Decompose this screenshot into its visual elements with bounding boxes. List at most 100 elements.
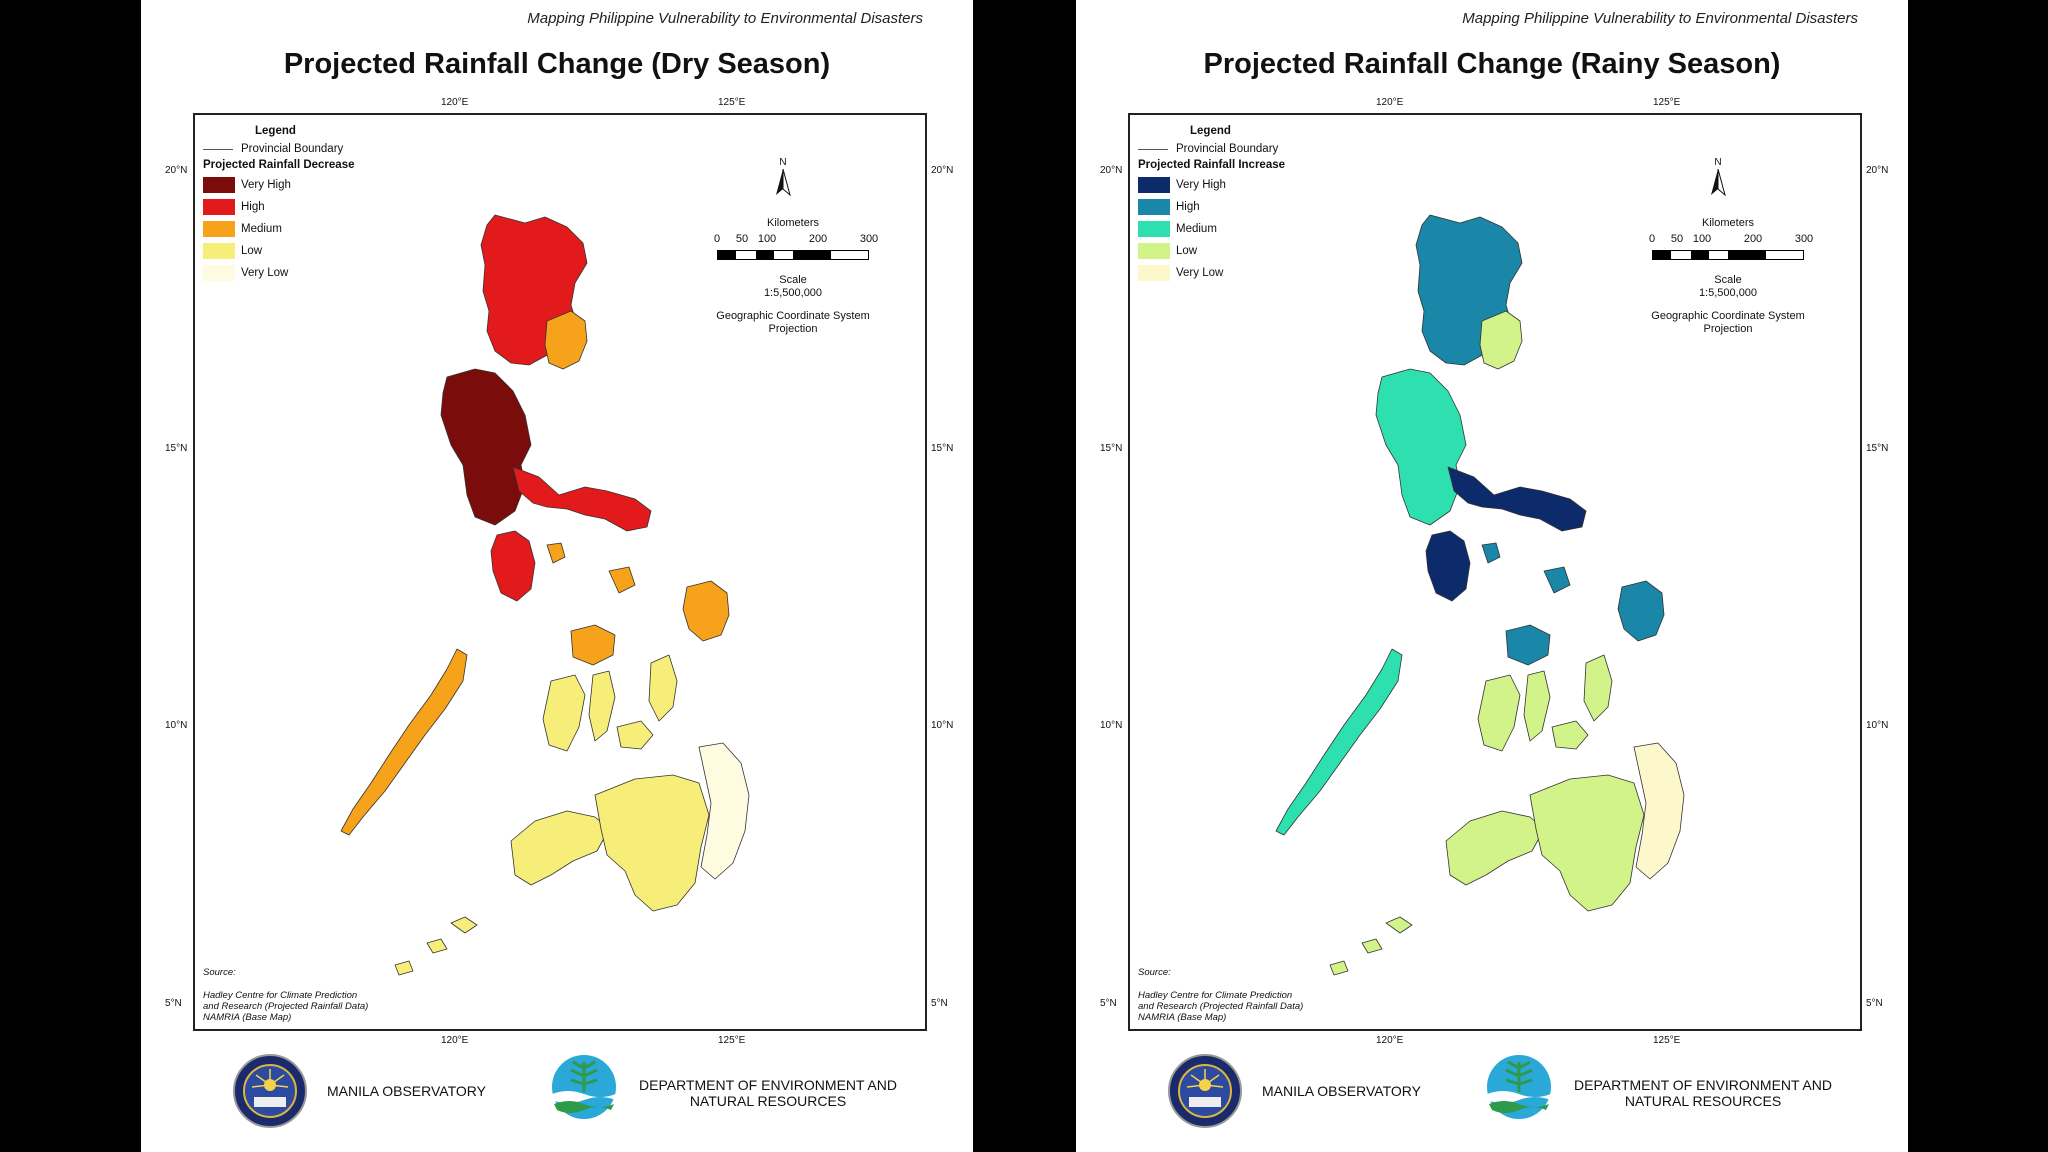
legend-row-medium: Medium [1138,220,1318,237]
map-legend: Legend Provincial Boundary Projected Rai… [203,125,383,286]
scale-ratio-value: 1:5,500,000 [763,287,823,299]
scale-tick: 100 [757,233,777,245]
lat-label-right-20: 20°N [931,165,954,176]
lat-label-left-15: 15°N [165,443,188,454]
philippines-map [1275,214,1685,976]
philippines-map [340,214,750,976]
projection-line: Projection [768,323,818,335]
region-panay [1505,624,1551,666]
legend-row-very-high: Very High [1138,176,1318,193]
manila-observatory-logo-icon [1168,1054,1242,1128]
legend-swatch [1138,176,1170,193]
legend-label: Very Low [1176,266,1224,279]
scale-tick: 0 [713,233,721,245]
region-negros [542,674,586,752]
legend-heading: Projected Rainfall Decrease [203,159,355,171]
denr-logo-icon [1487,1055,1551,1119]
scale-tick: 200 [1743,233,1763,245]
lon-label-bottom-120: 120°E [1376,1035,1404,1046]
legend-label: Low [1176,244,1198,257]
scale-numbers: 0 50 100 200 300 [1638,233,1818,247]
org-label-denr-line: NATURAL RESOURCES [689,1093,847,1109]
region-sulu [1329,916,1413,976]
north-label: N [779,157,787,168]
legend-swatch [1138,198,1170,215]
source-line: and Research (Projected Rainfall Data) [1138,1001,1304,1012]
lat-label-left-5: 5°N [1100,998,1117,1009]
legend-swatch [203,198,235,215]
region-samar [1617,580,1665,642]
region-mindanao-east [1633,742,1685,880]
region-mindanao-east [698,742,750,880]
map-title: Projected Rainfall Change (Dry Season) [283,48,831,80]
scale-tick: 300 [859,233,879,245]
region-mindanao-central [594,774,710,912]
north-arrow: N [775,157,791,197]
legend-row-high: High [203,198,383,215]
projection-info: Geographic Coordinate System Projection [1638,310,1818,336]
legend-label: High [241,200,265,213]
legend-row-very-low: Very Low [203,264,383,281]
lat-label-left-10: 10°N [165,720,188,731]
source-note: Source: Hadley Centre for Climate Predic… [1138,967,1303,1023]
region-mindoro [490,530,536,602]
scale-bar [717,250,869,260]
map-frame: Legend Provincial Boundary Projected Rai… [1128,113,1862,1031]
lat-label-left-5: 5°N [165,998,182,1009]
lon-label-bottom-125: 125°E [718,1035,746,1046]
region-central-luzon [440,368,532,526]
source-line: NAMRIA (Base Map) [1138,1012,1227,1023]
org-label-manila-observatory: MANILA OBSERVATORY [1262,1083,1421,1099]
legend-swatch [203,242,235,259]
legend-boundary-label: Provincial Boundary [241,143,344,155]
scale-tick: 50 [1670,233,1684,245]
legend-heading: Projected Rainfall Increase [1138,159,1286,171]
denr-logo-icon [552,1055,616,1119]
lon-label-top-120: 120°E [1376,97,1404,108]
region-mindoro [1425,530,1471,602]
org-label-denr: DEPARTMENT OF ENVIRONMENT AND NATURAL RE… [1568,1077,1838,1109]
legend-title: Legend [255,125,296,137]
north-arrow-icon [1711,169,1726,197]
projection-line: Geographic Coordinate System [1651,310,1805,322]
scale-unit-label: Kilometers [767,217,819,229]
lat-label-right-15: 15°N [1866,443,1889,454]
lat-label-right-10: 10°N [931,720,954,731]
scale-ratio: Scale 1:5,500,000 [703,274,883,300]
region-east-luzon [1479,310,1523,370]
legend-swatch [203,176,235,193]
lat-label-right-15: 15°N [931,443,954,454]
legend-row-medium: Medium [203,220,383,237]
region-masbate [608,566,636,594]
north-arrow-icon [776,169,791,197]
north-label: N [1714,157,1722,168]
map-frame: Legend Provincial Boundary Projected Rai… [193,113,927,1031]
org-label-denr-line: DEPARTMENT OF ENVIRONMENT AND [639,1077,897,1093]
scale-block: Kilometers 0 50 100 200 300 Scale 1:5,50… [703,217,883,336]
scale-tick: 200 [808,233,828,245]
region-leyte [1583,654,1613,722]
lat-label-left-10: 10°N [1100,720,1123,731]
scale-tick: 300 [1794,233,1814,245]
region-samar [682,580,730,642]
region-south-luzon [1447,466,1587,532]
legend-row-very-low: Very Low [1138,264,1318,281]
scale-block: Kilometers 0 50 100 200 300 Scale 1:5,50… [1638,217,1818,336]
region-sulu [394,916,478,976]
lat-label-right-5: 5°N [931,998,948,1009]
legend-swatch [1138,242,1170,259]
legend-label: Very Low [241,266,289,279]
legend-row-high: High [1138,198,1318,215]
source-note: Source: Hadley Centre for Climate Predic… [203,967,368,1023]
region-cebu [588,670,616,742]
legend-swatch [1138,264,1170,281]
lat-label-right-10: 10°N [1866,720,1889,731]
boundary-line-symbol [1138,148,1168,150]
region-palawan [1275,648,1403,836]
source-line: Hadley Centre for Climate Prediction [1138,990,1293,1001]
lat-label-right-5: 5°N [1866,998,1883,1009]
source-line: and Research (Projected Rainfall Data) [203,1001,369,1012]
region-marinduque [546,542,566,564]
source-line: NAMRIA (Base Map) [203,1012,292,1023]
region-negros [1477,674,1521,752]
